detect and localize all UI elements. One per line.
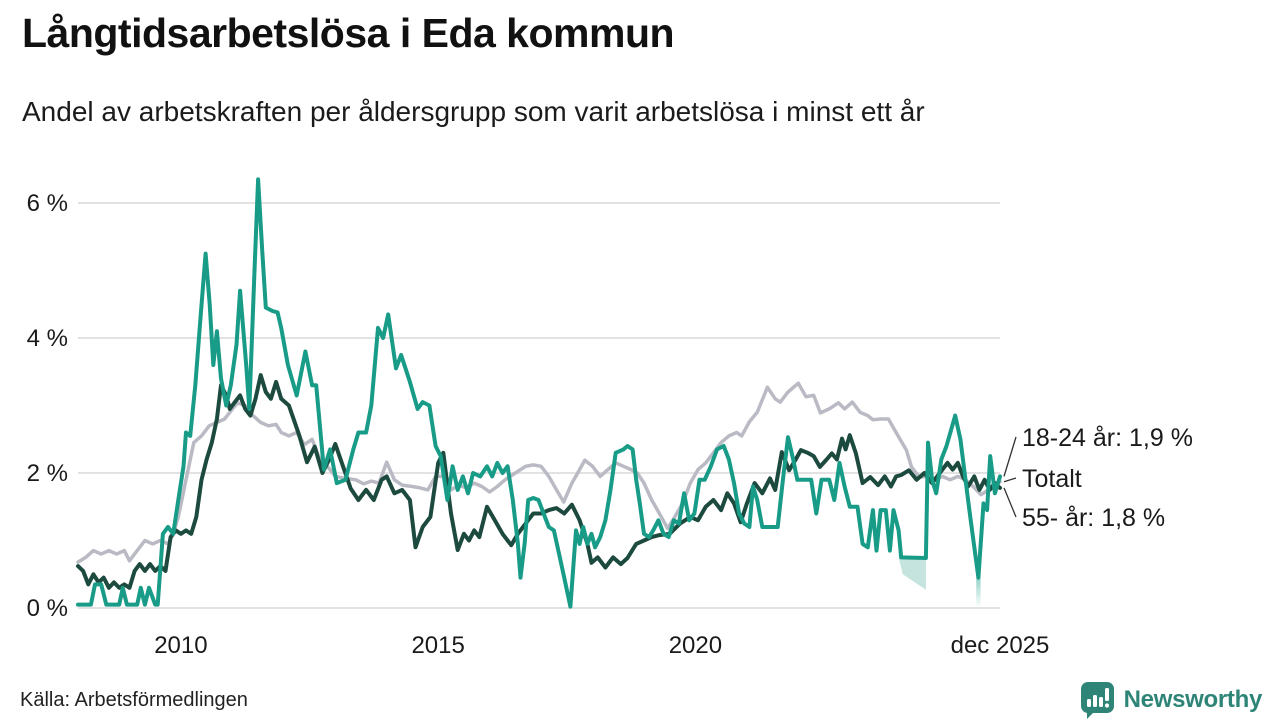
source-note: Källa: Arbetsförmedlingen [20,689,248,711]
annotation-leader-line [1003,487,1017,518]
series-line-55-r [76,373,1002,590]
series-annotation-label: Totalt [1022,465,1082,493]
x-axis-tick-label: 2010 [154,632,207,659]
y-axis-tick-label: 6 % [27,190,68,217]
newsworthy-logo-text: Newsworthy [1123,686,1263,713]
fade-marker [976,577,981,608]
x-axis-tick-label: 2015 [411,632,464,659]
series-line-18-24-r [76,177,1002,609]
y-axis-tick-label: 2 % [27,460,68,487]
x-axis-tick-label: dec 2025 [951,632,1050,659]
chart-title: Långtidsarbetslösa i Eda kommun [22,10,675,56]
x-axis-tick-label: 2020 [669,632,722,659]
series-annotation-label: 55- år: 1,8 % [1022,504,1165,532]
annotation-leader-line [1003,477,1017,483]
uncertainty-band [898,541,926,590]
series-line-totalt [76,381,1002,564]
y-axis-tick-label: 0 % [27,595,68,622]
chart-subtitle: Andel av arbetskraften per åldersgrupp s… [22,96,925,127]
y-axis-tick-label: 4 % [27,325,68,352]
newsworthy-bar-chart-bubble-icon [1080,680,1116,720]
series-annotation-label: 18-24 år: 1,9 % [1022,424,1193,452]
annotation-leader-line [1003,436,1017,477]
newsworthy-logo: Newsworthy [1080,680,1262,720]
